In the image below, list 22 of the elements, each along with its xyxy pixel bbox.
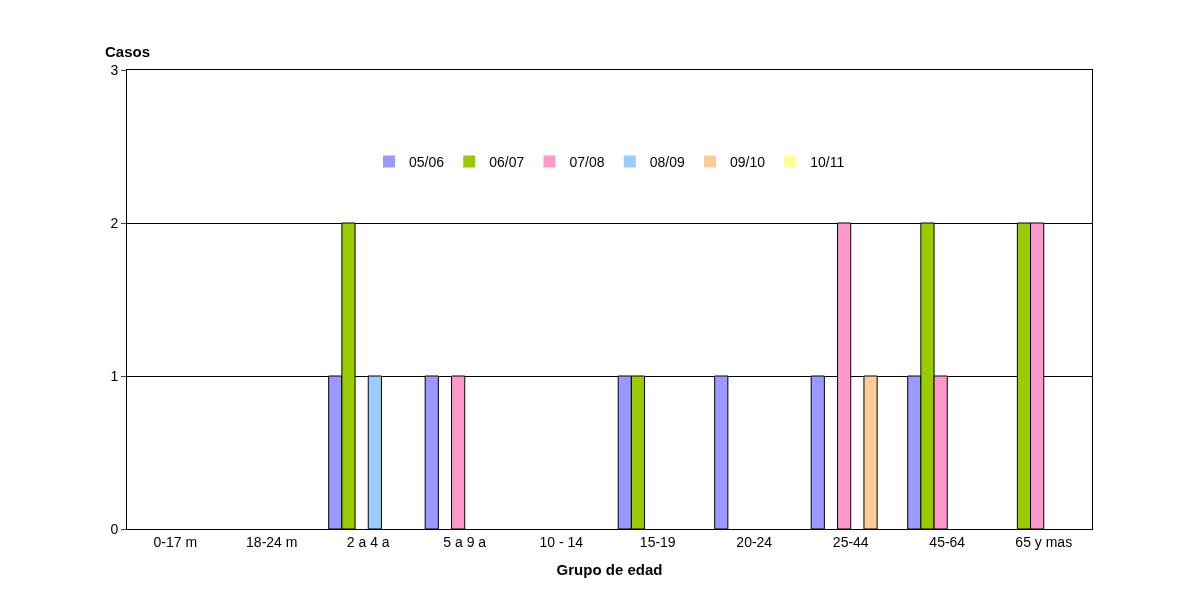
x-tick-label: 15-19 bbox=[639, 533, 676, 550]
legend-label: 06/07 bbox=[489, 153, 525, 170]
y-tick-label: 0 bbox=[110, 520, 119, 537]
legend-label: 10/11 bbox=[810, 153, 845, 170]
x-axis-title: Grupo de edad bbox=[556, 560, 663, 578]
legend-label: 07/08 bbox=[569, 153, 605, 170]
y-tick-label: 2 bbox=[110, 214, 119, 231]
y-tick-label: 1 bbox=[110, 367, 119, 384]
x-tick-label: 65 y mas bbox=[1015, 533, 1073, 550]
y-tick-label: 3 bbox=[110, 61, 119, 78]
x-tick-label: 2 a 4 a bbox=[346, 533, 390, 550]
y-axis-title: Casos bbox=[105, 43, 151, 60]
legend-label: 05/06 bbox=[409, 153, 445, 170]
legend-label: 08/09 bbox=[649, 153, 685, 170]
x-tick-label: 25-44 bbox=[832, 533, 869, 550]
x-tick-label: 10 - 14 bbox=[539, 533, 584, 550]
x-tick-label: 20-24 bbox=[736, 533, 773, 550]
x-tick-label: 18-24 m bbox=[246, 533, 298, 550]
x-tick-label: 5 a 9 a bbox=[443, 533, 487, 550]
x-tick-label: 0-17 m bbox=[153, 533, 198, 550]
legend-label: 09/10 bbox=[729, 153, 766, 170]
x-tick-label: 45-64 bbox=[929, 533, 966, 550]
